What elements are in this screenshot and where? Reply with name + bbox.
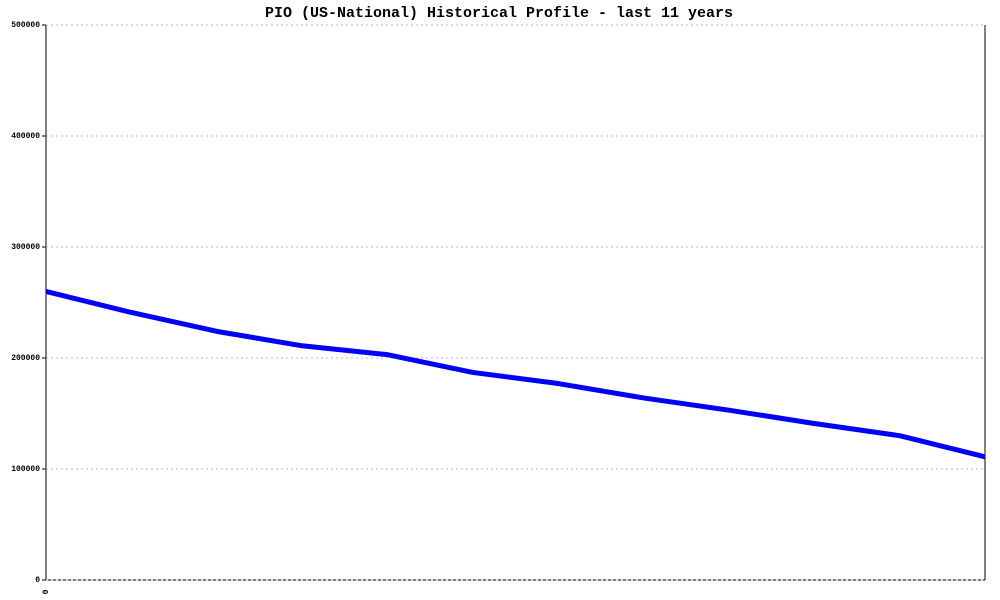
y-tick-label: 0 bbox=[35, 576, 40, 585]
y-tick-label: 500000 bbox=[11, 21, 40, 30]
data-line bbox=[45, 288, 986, 460]
chart-title: PIO (US-National) Historical Profile - l… bbox=[265, 5, 733, 22]
y-tick-label: 300000 bbox=[11, 243, 40, 252]
y-tick-label: 400000 bbox=[11, 132, 40, 141]
y-tick-label: 100000 bbox=[11, 465, 40, 474]
x-tick-label: 0 bbox=[42, 589, 51, 594]
y-tick-label: 200000 bbox=[11, 354, 40, 363]
